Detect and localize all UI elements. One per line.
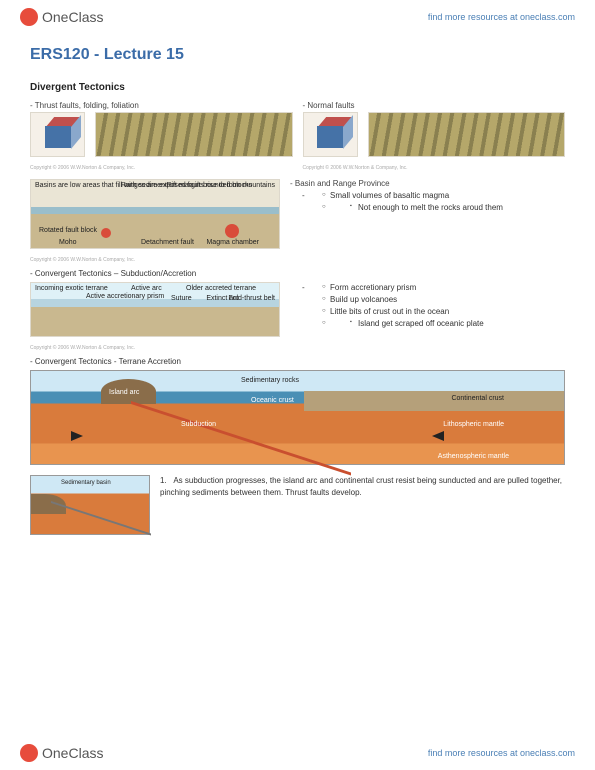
copyright-1: Copyright © 2006 W.W.Norton & Company, I… [30, 165, 293, 171]
basin-block: Basins are low areas that fill with sedi… [30, 179, 565, 249]
basin-lbl-magma: Magma chamber [206, 239, 259, 246]
brand-logo-footer: OneClass [20, 744, 103, 762]
sub-lbl-suture: Suture [171, 295, 192, 302]
logo-icon [20, 744, 38, 762]
basin-lbl-detach: Detachment fault [141, 239, 194, 246]
conv1-note-1: Form accretionary prism [322, 282, 565, 294]
continental-crust-layer [304, 391, 564, 411]
basin-heading: - Basin and Range Province [290, 179, 565, 188]
sub-lbl-incoming: Incoming exotic terrane [35, 285, 108, 292]
basin-note-2: Not enough to melt the rocks aroud them [350, 202, 565, 214]
tlabel-cont: Continental crust [451, 395, 504, 402]
terrane-diagram-2: Sedimentary basin [30, 475, 150, 535]
sub-lbl-older: Older accreted terrane [186, 285, 256, 292]
terrane-diagram: Sedimentary rocks Island arc Oceanic cru… [30, 370, 565, 465]
basin-lbl-moho: Moho [59, 239, 77, 246]
conv1-subnote: Island get scraped off oceanic plate [350, 318, 565, 330]
normal-label: - Normal faults [303, 101, 566, 110]
brand-logo: OneClass [20, 8, 103, 26]
subline-2 [51, 501, 151, 535]
conv1-note-2: Build up volcanoes [322, 294, 565, 306]
page-content: ERS120 - Lecture 15 Divergent Tectonics … [0, 34, 595, 583]
normal-col: - Normal faults Copyright © 2006 W.W.Nor… [303, 101, 566, 171]
page-header: OneClass find more resources at oneclass… [0, 0, 595, 34]
arrow-right-icon [71, 431, 83, 441]
copyright-4: Copyright © 2006 W.W.Norton & Company, I… [30, 345, 565, 351]
convergent1-heading: - Convergent Tectonics – Subduction/Accr… [30, 269, 565, 278]
copyright-3: Copyright © 2006 W.W.Norton & Company, I… [30, 257, 565, 263]
tlabel-sub: Subduction [181, 421, 216, 428]
sub-lbl-arc: Active arc [131, 285, 162, 292]
tlabel-island: Island arc [109, 389, 139, 396]
tlabel-oceanic: Oceanic crust [251, 397, 294, 404]
numbered-prefix: 1. [160, 476, 167, 485]
normal-cube-diagram [303, 112, 358, 157]
brand-class-f: Class [68, 745, 103, 761]
thrust-col: - Thrust faults, folding, foliation Copy… [30, 101, 293, 171]
convergent1-block: Incoming exotic terrane Active accretion… [30, 282, 565, 337]
fault-row: - Thrust faults, folding, foliation Copy… [30, 101, 565, 171]
brand-class: Class [68, 9, 103, 25]
cube-icon [317, 122, 343, 148]
basin-diagram: Basins are low areas that fill with sedi… [30, 179, 280, 249]
thrust-cube-diagram [30, 112, 85, 157]
tlabel-sed: Sedimentary rocks [241, 377, 299, 384]
sub-lbl-fold: Fold-thrust belt [228, 295, 275, 302]
tlabel-sed-basin: Sedimentary basin [61, 480, 111, 486]
copyright-2: Copyright © 2006 W.W.Norton & Company, I… [303, 165, 566, 171]
convergent2-heading: - Convergent Tectonics - Terrane Accreti… [30, 357, 565, 366]
header-resources-link[interactable]: find more resources at oneclass.com [428, 12, 575, 22]
convergent1-notes: Form accretionary prism Build up volcano… [290, 282, 565, 330]
cube-icon [45, 122, 71, 148]
footer-resources-link[interactable]: find more resources at oneclass.com [428, 748, 575, 758]
arrow-left-icon [432, 431, 444, 441]
magma-chamber-icon [225, 224, 239, 238]
brand-one: One [42, 9, 68, 25]
thrust-label: - Thrust faults, folding, foliation [30, 101, 293, 110]
logo-icon [20, 8, 38, 26]
sub-lbl-prism: Active accretionary prism [86, 293, 164, 300]
magma-chamber-icon-2 [101, 228, 111, 238]
brand-text: OneClass [42, 9, 103, 25]
page-footer: OneClass find more resources at oneclass… [0, 736, 595, 770]
basin-lbl-rift: Rift margins rise to form mountains [166, 182, 275, 189]
page-title: ERS120 - Lecture 15 [30, 46, 565, 64]
basin-note-1: Small volumes of basaltic magma [322, 190, 565, 202]
basin-notes: - Basin and Range Province Small volumes… [290, 179, 565, 214]
brand-text-footer: OneClass [42, 745, 103, 761]
thrust-terrain-diagram [95, 112, 293, 157]
brand-one-f: One [42, 745, 68, 761]
normal-terrain-diagram [368, 112, 566, 157]
subduction-diagram: Incoming exotic terrane Active accretion… [30, 282, 280, 337]
basin-lbl-rotated: Rotated fault block [39, 227, 97, 234]
tlabel-asth: Asthenospheric mantle [438, 453, 509, 460]
conv1-note-3: Little bits of crust out in the ocean [322, 306, 565, 318]
tlabel-lith: Lithospheric mantle [443, 421, 504, 428]
section-divergent-heading: Divergent Tectonics [30, 82, 565, 93]
